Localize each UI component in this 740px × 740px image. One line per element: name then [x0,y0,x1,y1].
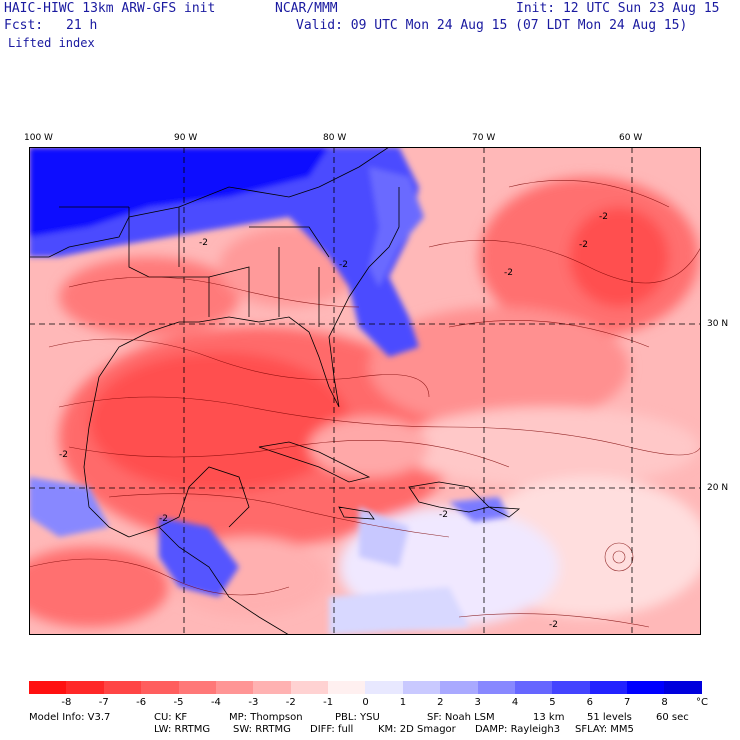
map-frame [29,147,701,635]
contour-label: -2 [199,238,208,248]
color-swatch [365,681,403,694]
contour-label: -2 [579,240,588,250]
color-swatch [215,681,254,694]
color-swatch [66,681,104,694]
agency-label: NCAR/MMM [275,1,338,16]
color-swatch [328,681,366,694]
scale-tick-label: -5 [173,697,184,708]
contour-label: -2 [599,212,608,222]
unit-label: °C [696,697,708,708]
contour-label: -2 [59,450,68,460]
lon-label-100w: 100 W [24,133,53,143]
color-swatch [627,681,665,694]
scale-tick-label: 2 [437,697,444,708]
grid-spacing: 13 km [533,712,565,723]
color-scale [29,681,702,694]
scale-tick-label: 8 [661,697,668,708]
forecast-hour: 21 h [66,18,98,33]
lat-label-20n: 20 N [707,483,729,493]
surface-scheme: SF: Noah LSM [427,712,495,723]
contour-label: -2 [339,260,348,270]
color-swatch [552,681,590,694]
scale-tick-label: 6 [586,697,594,708]
contour-label: -2 [159,514,168,524]
color-swatch [103,681,142,694]
graticule [29,147,701,635]
lifted-index-map: -2 -2 -2 -2 -2 -2 -2 -2 -2 [29,147,701,635]
lon-label-90w: 90 W [174,133,198,143]
scale-tick-label: 1 [399,697,407,708]
diffusion-option: DIFF: full [310,724,354,735]
scale-tick-label: -8 [61,697,72,708]
time-step: 60 sec [656,712,689,723]
scale-tick-label: -3 [248,697,259,708]
model-title: HAIC-HIWC 13km ARW-GFS init [4,1,216,16]
scale-tick-label: -1 [323,697,334,708]
microphysics-scheme: MP: Thompson [229,712,303,723]
color-swatch [514,681,553,694]
longwave-scheme: LW: RRTMG [154,724,211,735]
field-shading [29,177,701,627]
scale-tick-label: -2 [285,697,296,708]
color-swatch [440,681,478,694]
cumulus-scheme: CU: KF [154,712,188,723]
lon-label-70w: 70 W [472,133,496,143]
surface-layer-option: SFLAY: MM5 [575,724,634,735]
contour-label: -2 [549,620,558,630]
lon-label-80w: 80 W [323,133,347,143]
stable-shading [29,147,509,635]
contour-label: -2 [439,510,448,520]
scale-tick-label: -6 [136,697,147,708]
contour-label: -2 [504,268,513,278]
field-name: Lifted index [8,36,95,50]
color-swatch [402,681,441,694]
forecast-label: Fcst: [4,18,44,33]
scale-tick-label: 4 [511,697,519,708]
shortwave-scheme: SW: RRTMG [233,724,291,735]
pbl-scheme: PBL: YSU [335,712,380,723]
lon-label-60w: 60 W [619,133,643,143]
scale-tick-label: 7 [624,697,631,708]
color-swatch [29,681,67,694]
color-swatch [589,681,627,694]
scale-tick-label: 3 [474,697,481,708]
color-swatch [664,681,702,694]
color-swatch [253,681,291,694]
contour-lines [29,180,701,628]
color-swatch [477,681,515,694]
lat-label-30n: 30 N [707,319,729,329]
damping-option: DAMP: Rayleigh3 [475,724,561,735]
vertical-levels: 51 levels [587,712,632,723]
valid-time: Valid: 09 UTC Mon 24 Aug 15 (07 LDT Mon … [296,18,688,33]
scale-tick-label: 5 [549,697,556,708]
scale-tick-label: -4 [210,697,221,708]
init-time: Init: 12 UTC Sun 23 Aug 15 [516,1,720,16]
model-info: Model Info: V3.7 [29,712,111,723]
coastlines [29,147,521,635]
color-swatch [178,681,216,694]
km-option: KM: 2D Smagor [378,724,456,735]
color-swatch [141,681,179,694]
color-swatch [290,681,328,694]
scale-tick-label: -7 [98,697,109,708]
scale-tick-label: 0 [362,697,369,708]
